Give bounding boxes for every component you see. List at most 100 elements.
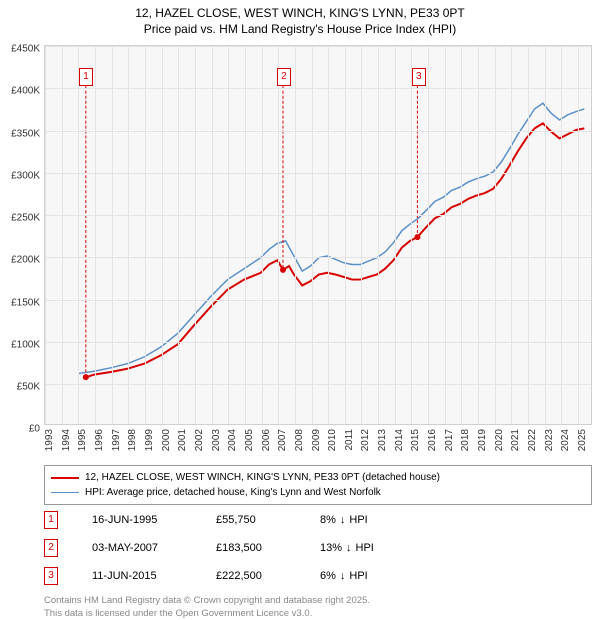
grid-line-v: [112, 46, 113, 424]
y-tick-label: £150K: [11, 297, 40, 308]
grid-line-v: [245, 46, 246, 424]
y-tick-label: £50K: [17, 381, 40, 392]
legend-swatch: [51, 477, 79, 479]
grid-line-v: [145, 46, 146, 424]
grid-line-h: [45, 173, 591, 174]
grid-line-v: [445, 46, 446, 424]
y-tick-label: £250K: [11, 213, 40, 224]
x-tick-label: 1997: [111, 429, 122, 451]
grid-line-v: [561, 46, 562, 424]
x-tick-label: 2007: [277, 429, 288, 451]
grid-line-v: [95, 46, 96, 424]
sale-diff-label: HPI: [356, 542, 374, 554]
grid-line-h: [45, 300, 591, 301]
x-tick-label: 2017: [444, 429, 455, 451]
y-tick-label: £300K: [11, 170, 40, 181]
grid-line-h: [45, 257, 591, 258]
sales-table: 116-JUN-1995£55,7508%↓HPI203-MAY-2007£18…: [44, 511, 592, 585]
legend-swatch: [51, 492, 79, 494]
x-tick-label: 2022: [527, 429, 538, 451]
grid-line-v: [212, 46, 213, 424]
grid-line-v: [528, 46, 529, 424]
sale-date: 16-JUN-1995: [92, 514, 182, 526]
x-tick-label: 1996: [94, 429, 105, 451]
grid-line-v: [545, 46, 546, 424]
grid-line-v: [262, 46, 263, 424]
sale-row-marker: 3: [44, 567, 58, 585]
x-tick-label: 2024: [560, 429, 571, 451]
grid-line-v: [78, 46, 79, 424]
x-tick-label: 2010: [327, 429, 338, 451]
x-tick-label: 2015: [410, 429, 421, 451]
x-tick-label: 2004: [227, 429, 238, 451]
sale-price: £222,500: [216, 570, 286, 582]
grid-line-h: [45, 215, 591, 216]
sale-row: 116-JUN-1995£55,7508%↓HPI: [44, 511, 592, 529]
grid-line-v: [511, 46, 512, 424]
x-tick-label: 2009: [311, 429, 322, 451]
legend-label: 12, HAZEL CLOSE, WEST WINCH, KING'S LYNN…: [85, 470, 440, 485]
legend-label: HPI: Average price, detached house, King…: [85, 485, 381, 500]
grid-line-v: [295, 46, 296, 424]
chart-legend: 12, HAZEL CLOSE, WEST WINCH, KING'S LYNN…: [44, 465, 592, 505]
x-tick-label: 1995: [77, 429, 88, 451]
x-tick-label: 2021: [510, 429, 521, 451]
sale-point-dot: [83, 374, 89, 380]
title-line-address: 12, HAZEL CLOSE, WEST WINCH, KING'S LYNN…: [10, 6, 590, 22]
grid-line-v: [461, 46, 462, 424]
x-tick-label: 2019: [477, 429, 488, 451]
chart-lines-svg: [45, 46, 591, 424]
chart-title-block: 12, HAZEL CLOSE, WEST WINCH, KING'S LYNN…: [0, 0, 600, 41]
grid-line-v: [278, 46, 279, 424]
sale-diff-label: HPI: [349, 514, 367, 526]
x-tick-label: 2012: [360, 429, 371, 451]
arrow-down-icon: ↓: [340, 514, 346, 526]
y-tick-label: £100K: [11, 339, 40, 350]
grid-line-v: [578, 46, 579, 424]
grid-line-h: [45, 384, 591, 385]
x-tick-label: 1998: [127, 429, 138, 451]
x-tick-label: 2002: [194, 429, 205, 451]
x-tick-label: 2005: [244, 429, 255, 451]
sale-marker-box: 1: [79, 68, 93, 86]
sale-diff: 13%↓HPI: [320, 542, 374, 554]
grid-line-v: [328, 46, 329, 424]
x-tick-label: 2014: [394, 429, 405, 451]
footer-line-2: This data is licensed under the Open Gov…: [44, 608, 592, 620]
grid-line-h: [45, 342, 591, 343]
x-tick-label: 2008: [294, 429, 305, 451]
grid-line-v: [195, 46, 196, 424]
title-line-subtitle: Price paid vs. HM Land Registry's House …: [10, 22, 590, 38]
y-axis: £0£50K£100K£150K£200K£250K£300K£350K£400…: [0, 49, 44, 429]
sale-diff: 8%↓HPI: [320, 514, 368, 526]
sale-diff-label: HPI: [349, 570, 367, 582]
x-axis: 1993199419951996199719981999200020012002…: [44, 427, 592, 461]
x-tick-label: 2001: [177, 429, 188, 451]
y-tick-label: £400K: [11, 86, 40, 97]
grid-line-v: [228, 46, 229, 424]
x-tick-label: 2003: [211, 429, 222, 451]
footer-attribution: Contains HM Land Registry data © Crown c…: [44, 595, 592, 620]
sale-date: 03-MAY-2007: [92, 542, 182, 554]
x-tick-label: 2020: [494, 429, 505, 451]
sale-point-dot: [414, 234, 420, 240]
x-tick-label: 2006: [261, 429, 272, 451]
grid-line-v: [378, 46, 379, 424]
grid-line-v: [312, 46, 313, 424]
grid-line-v: [478, 46, 479, 424]
legend-item: HPI: Average price, detached house, King…: [51, 485, 585, 500]
grid-line-v: [395, 46, 396, 424]
sale-price: £183,500: [216, 542, 286, 554]
grid-line-h: [45, 46, 591, 47]
arrow-down-icon: ↓: [340, 570, 346, 582]
x-tick-label: 2018: [460, 429, 471, 451]
y-tick-label: £450K: [11, 44, 40, 55]
grid-line-v: [495, 46, 496, 424]
grid-line-h: [45, 131, 591, 132]
grid-line-v: [62, 46, 63, 424]
x-tick-label: 2023: [544, 429, 555, 451]
x-tick-label: 2013: [377, 429, 388, 451]
grid-line-v: [45, 46, 46, 424]
x-tick-label: 2011: [344, 429, 355, 451]
sale-diff: 6%↓HPI: [320, 570, 368, 582]
